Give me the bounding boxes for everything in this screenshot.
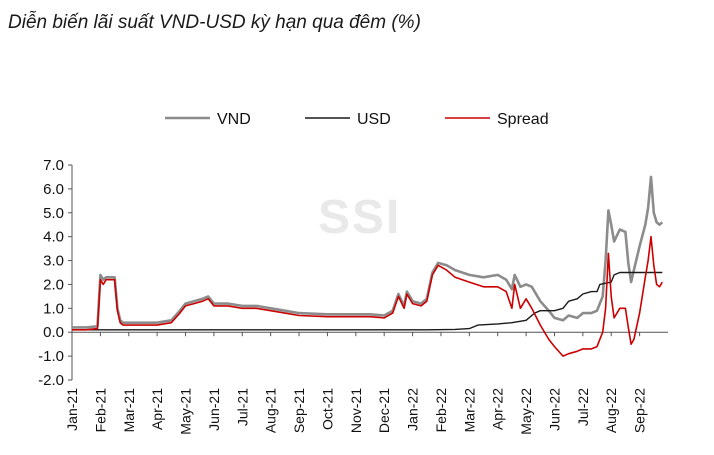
x-tick-label: Jul-21 (234, 388, 250, 426)
legend-label-vnd: VND (217, 111, 251, 128)
y-tick-label: 5.0 (43, 205, 64, 222)
x-tick-label: Nov-21 (348, 388, 364, 433)
y-tick-label: 0.0 (43, 324, 64, 341)
x-tick-label: Jul-22 (575, 388, 591, 426)
x-tick-label: May-21 (178, 388, 194, 435)
x-tick-label: Apr-21 (149, 388, 165, 430)
series-lines (72, 175, 664, 357)
legend: VND USD Spread (165, 111, 549, 128)
x-tick-label: Feb-22 (433, 388, 449, 433)
y-tick-label: -2.0 (38, 372, 64, 389)
x-tick-label: Jan-22 (405, 388, 421, 431)
series-line-vnd (72, 175, 664, 329)
x-tick-label: Oct-21 (319, 388, 335, 430)
y-tick-label: 2.0 (43, 276, 64, 293)
y-tick-label: 4.0 (43, 229, 64, 246)
series-line-usd (72, 271, 663, 331)
y-tick-label: 1.0 (43, 300, 64, 317)
x-tick-label: Jan-21 (64, 388, 80, 431)
x-tick-label: Aug-21 (263, 388, 279, 433)
y-tick-label: 3.0 (43, 253, 64, 270)
chart-title: Diễn biến lãi suất VND-USD kỳ hạn qua đê… (8, 12, 421, 33)
x-tick-label: Feb-21 (92, 388, 108, 433)
x-tick-label: Mar-22 (461, 388, 477, 433)
y-tick-label: 6.0 (43, 181, 64, 198)
x-tick-label: Jun-21 (206, 388, 222, 431)
legend-label-usd: USD (357, 111, 391, 128)
x-tick-label: Apr-22 (490, 388, 506, 430)
legend-label-spread: Spread (497, 111, 549, 128)
x-tick-label: Dec-21 (376, 388, 392, 433)
x-axis: Jan-21 Feb-21 Mar-21 Apr-21 May-21 Jun-21 Jul-… (64, 331, 668, 435)
watermark: SSI (318, 191, 402, 244)
y-axis: 7.0 6.0 5.0 4.0 3.0 2.0 1.0 0.0 -1.0 -2.0 (38, 157, 73, 389)
y-tick-label: 7.0 (43, 157, 64, 174)
x-tick-label: Jun-22 (546, 388, 562, 431)
x-tick-label: Sep-21 (291, 388, 307, 433)
x-tick-label: Aug-22 (603, 388, 619, 433)
x-tick-label: May-22 (518, 388, 534, 435)
y-tick-label: -1.0 (38, 348, 64, 365)
x-tick-label: Sep-22 (632, 388, 648, 433)
x-tick-label: Mar-21 (121, 388, 137, 433)
series-line-spread (72, 235, 663, 357)
